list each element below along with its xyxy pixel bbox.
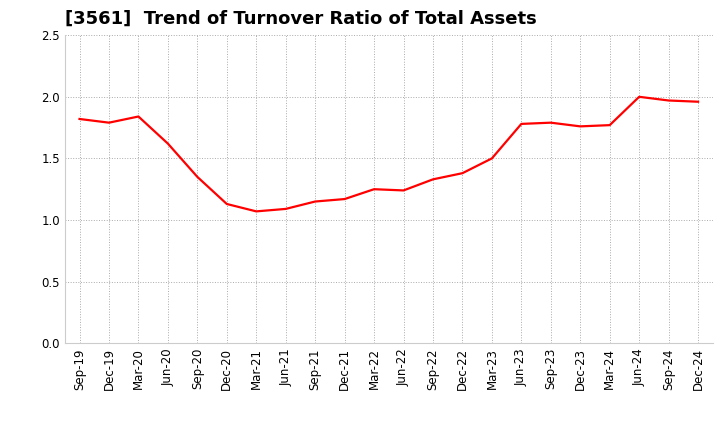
Text: [3561]  Trend of Turnover Ratio of Total Assets: [3561] Trend of Turnover Ratio of Total …	[65, 10, 536, 28]
